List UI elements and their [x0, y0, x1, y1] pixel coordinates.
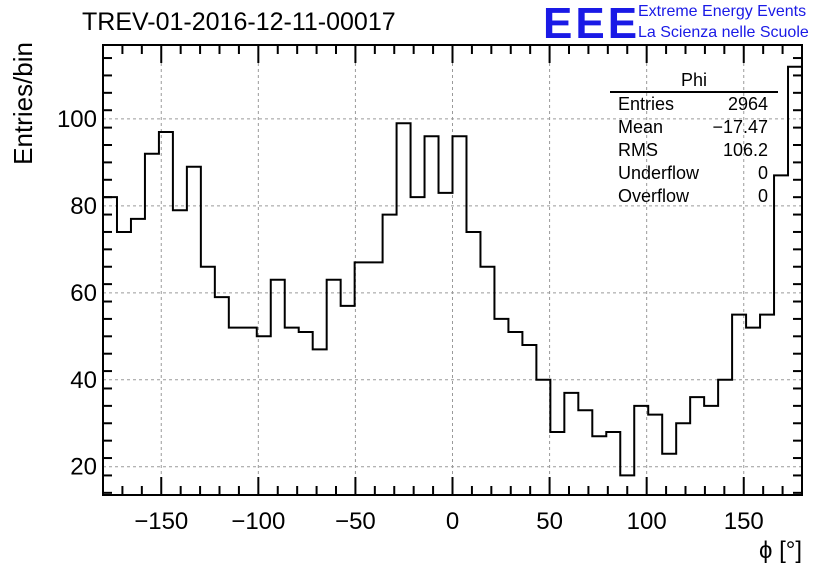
x-tick-label: −150	[134, 508, 188, 535]
histogram-bin	[508, 332, 522, 495]
grid-lines	[103, 45, 802, 495]
histogram-bin	[173, 210, 187, 495]
stats-row-rms: RMS 106.2	[610, 139, 778, 162]
stats-value: 0	[757, 163, 768, 183]
histogram-series	[103, 65, 802, 495]
histogram-bin	[480, 267, 494, 495]
histogram-bin	[327, 280, 341, 495]
x-tick-label: −50	[335, 508, 376, 535]
stats-box: Phi Entries 2964 Mean −17.47 RMS 106.2 U…	[610, 70, 778, 208]
histogram-bin	[564, 393, 578, 495]
y-tick-label: 80	[70, 193, 97, 220]
histogram-bin	[145, 154, 159, 495]
histogram-bin	[425, 136, 439, 495]
histogram-bin	[257, 336, 271, 495]
histogram-bin	[369, 262, 383, 495]
histogram-bin	[592, 436, 606, 495]
logo-line-1: Extreme Energy Events	[638, 3, 807, 20]
x-tick-label: 150	[724, 508, 764, 535]
histogram-bin	[704, 406, 718, 495]
histogram-bin	[243, 328, 257, 495]
histogram-bin	[215, 297, 229, 495]
histogram-bin	[690, 397, 704, 495]
histogram-bin	[117, 232, 131, 495]
histogram-bin	[620, 475, 634, 495]
stats-label: Overflow	[618, 186, 690, 206]
stats-value: 0	[757, 186, 768, 206]
histogram-bin	[159, 132, 173, 495]
stats-value: 106.2	[722, 140, 768, 160]
x-tick-label: −100	[231, 508, 285, 535]
histogram-bin	[536, 380, 550, 495]
histogram-bin	[285, 328, 299, 495]
histogram-bin	[355, 262, 369, 495]
histogram-bin	[187, 167, 201, 495]
stats-row-underflow: Underflow 0	[610, 162, 778, 185]
histogram-bin	[718, 380, 732, 495]
histogram-bin	[676, 423, 690, 495]
x-axis-label: ϕ [°]	[759, 537, 802, 564]
logo-line-2: La Scienza nelle Scuole	[638, 24, 809, 41]
histogram-bin	[634, 406, 648, 495]
histogram-bin	[313, 349, 327, 495]
histogram-bin	[299, 332, 313, 495]
histogram-bin	[606, 432, 620, 495]
histogram-bin	[229, 328, 243, 495]
y-tick-label: 40	[70, 367, 97, 394]
x-tick-label: 0	[446, 508, 459, 535]
histogram-bin	[732, 315, 746, 495]
histogram-bin	[439, 193, 453, 495]
histogram-bin	[788, 67, 802, 495]
stats-label: Entries	[618, 94, 675, 114]
y-axis-label: Entries/bin	[8, 42, 38, 165]
histogram-bin	[341, 306, 355, 495]
y-tick-label: 60	[70, 280, 97, 307]
histogram-bin	[201, 267, 215, 495]
eee-logo-mark: EEE	[543, 0, 641, 48]
histogram-bin	[383, 215, 397, 495]
histogram-line	[103, 65, 802, 477]
stats-value: 2964	[727, 94, 768, 114]
histogram-bin	[578, 410, 592, 495]
stats-row-entries: Entries 2964	[610, 93, 778, 116]
tick-labels: −150 −100 −50 0 50 100 150 20 40 60 80 100	[57, 106, 764, 535]
histogram-bin	[271, 280, 285, 495]
stats-value: −17.47	[712, 117, 768, 137]
histogram-bin	[131, 219, 145, 495]
histogram-bin	[494, 319, 508, 495]
histogram-bin	[648, 415, 662, 495]
eee-logo: EEE	[543, 2, 640, 46]
stats-label: Mean	[618, 117, 664, 137]
histogram-bin	[746, 328, 760, 495]
histogram-bin	[760, 315, 774, 495]
x-tick-label: 50	[536, 508, 563, 535]
histogram-bin	[453, 136, 467, 495]
histogram-bin	[103, 197, 117, 495]
histogram-bin	[662, 454, 676, 495]
histogram-bin	[466, 232, 480, 495]
stats-label: RMS	[618, 140, 658, 160]
x-tick-label: 100	[627, 508, 667, 535]
histogram-bin	[411, 197, 425, 495]
histogram-bin	[397, 123, 411, 495]
y-tick-label: 20	[70, 454, 97, 481]
stats-title: Phi	[610, 70, 778, 93]
axis-ticks	[102, 45, 803, 495]
stats-label: Underflow	[618, 163, 700, 183]
histogram-bin	[774, 175, 788, 495]
stats-row-mean: Mean −17.47	[610, 116, 778, 139]
y-tick-label: 100	[57, 106, 97, 133]
run-title: TREV-01-2016-12-11-00017	[82, 8, 396, 36]
histogram-bin	[522, 345, 536, 495]
histogram-bin	[550, 432, 564, 495]
stats-row-overflow: Overflow 0	[610, 185, 778, 208]
